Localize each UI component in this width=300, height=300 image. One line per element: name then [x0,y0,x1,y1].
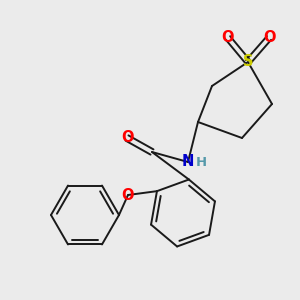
Text: N: N [182,154,194,169]
Text: O: O [221,31,233,46]
Text: H: H [195,155,207,169]
Text: S: S [243,55,253,70]
Text: O: O [121,130,133,145]
Text: O: O [122,188,134,202]
Text: O: O [264,31,276,46]
